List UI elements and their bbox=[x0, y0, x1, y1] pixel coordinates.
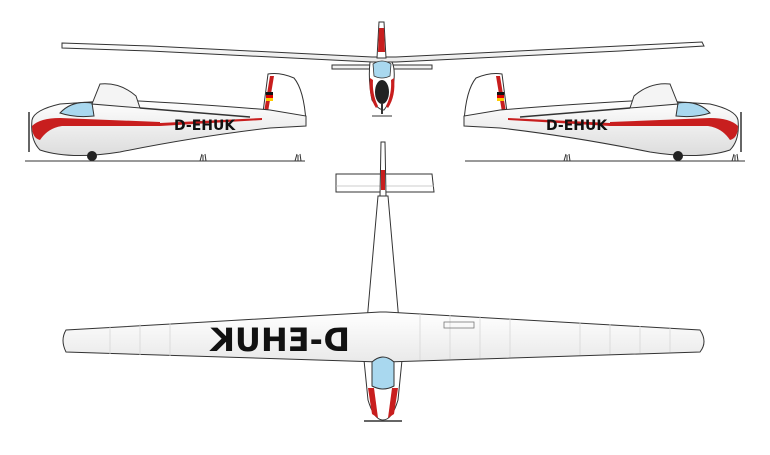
front-tail-fin-red bbox=[378, 28, 385, 52]
front-nose bbox=[375, 80, 389, 104]
left-red-stripe bbox=[160, 118, 262, 126]
left-fin bbox=[261, 73, 307, 123]
top-wing-ribs bbox=[109, 314, 671, 360]
grass-tuft-icon bbox=[563, 153, 571, 162]
grass-tuft-icon bbox=[731, 153, 739, 162]
right-red-stripe bbox=[508, 118, 610, 126]
grass-tuft-icon bbox=[294, 153, 302, 162]
top-airbrake bbox=[443, 321, 475, 329]
german-flag-icon bbox=[266, 92, 273, 101]
right-wing-strut bbox=[519, 107, 631, 118]
top-red-trim-left bbox=[368, 388, 378, 418]
right-registration: D-EHUK bbox=[546, 118, 608, 134]
top-red-trim-right bbox=[388, 388, 398, 418]
top-canopy bbox=[371, 356, 395, 390]
glider-front-view bbox=[61, 21, 705, 117]
right-red-trim bbox=[610, 118, 738, 140]
glider-side-view-left: D-EHUK bbox=[25, 73, 307, 162]
left-wing-pylon bbox=[91, 83, 141, 109]
grass-tuft-icon bbox=[199, 153, 207, 162]
left-wheel bbox=[87, 151, 97, 161]
right-canopy bbox=[675, 102, 711, 118]
front-red-trim-left bbox=[369, 78, 378, 108]
left-registration: D-EHUK bbox=[174, 118, 236, 134]
glider-top-view: D-EHUK bbox=[62, 141, 705, 422]
left-red-trim bbox=[32, 118, 160, 140]
top-wing bbox=[62, 311, 705, 363]
right-wheel bbox=[673, 151, 683, 161]
left-canopy bbox=[59, 102, 95, 118]
top-registration-underwing: D-EHUK bbox=[209, 321, 350, 359]
glider-side-view-right: D-EHUK bbox=[463, 73, 745, 162]
front-canopy bbox=[372, 60, 392, 79]
left-wing-strut bbox=[139, 107, 251, 118]
right-wing-pylon bbox=[629, 83, 679, 109]
front-red-trim-right bbox=[386, 78, 395, 108]
right-fin bbox=[463, 73, 509, 123]
german-flag-icon bbox=[497, 92, 504, 101]
